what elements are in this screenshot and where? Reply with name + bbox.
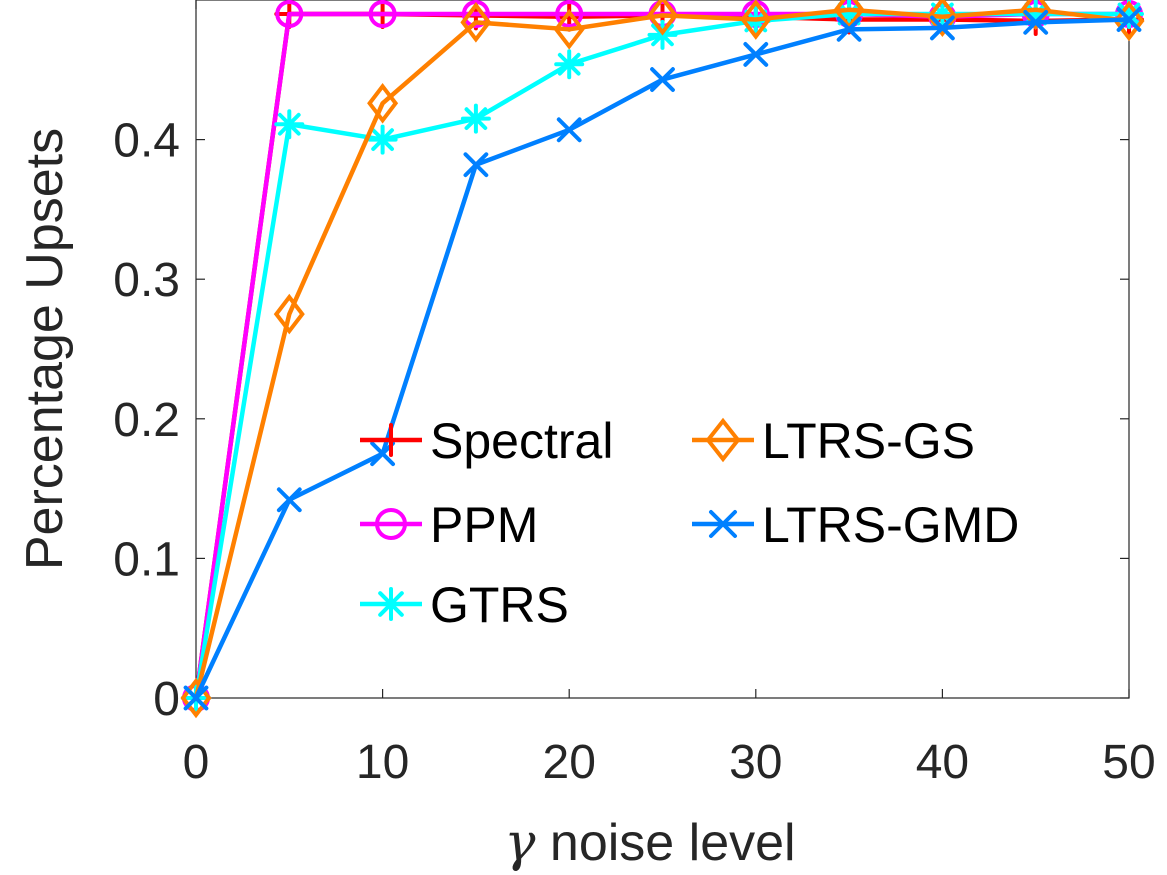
data-point	[273, 293, 305, 335]
data-point	[553, 9, 585, 50]
legend-entry: LTRS-GS	[692, 413, 975, 469]
legend-entry: Spectral	[360, 413, 613, 469]
legend-swatch-marker	[709, 510, 737, 538]
series-line	[193, 17, 1130, 699]
legend-entry: PPM	[360, 497, 538, 553]
data-point	[646, 0, 679, 36]
data-point	[463, 152, 489, 178]
legend-label: GTRS	[430, 577, 569, 633]
y-tick-label: 0	[153, 673, 180, 726]
legend-label: LTRS-GS	[762, 413, 975, 469]
data-point	[1023, 9, 1049, 35]
data-point	[650, 67, 675, 92]
data-point	[460, 103, 491, 134]
data-point	[180, 677, 212, 719]
series-line	[193, 11, 1130, 699]
x-tick-label: 10	[356, 736, 409, 789]
x-tick-label: 50	[1102, 736, 1155, 789]
legend-label: LTRS-GMD	[762, 497, 1019, 553]
series-gtrs	[181, 0, 1144, 713]
series-spectral	[181, 0, 1144, 713]
data-point	[460, 2, 492, 43]
legend-label: PPM	[430, 497, 538, 553]
axes: 0 10 20 30 40 50 0 0.1 0.2 0.3 0.4	[113, 0, 1156, 789]
series-ppm	[182, 0, 1143, 712]
x-axis-label-symbol: γ	[504, 813, 536, 873]
data-point	[367, 83, 399, 124]
legend-entry: GTRS	[360, 577, 569, 633]
y-axis-label: Percentage Upsets	[16, 128, 74, 570]
data-point	[740, 0, 772, 40]
y-tick-label: 0.3	[113, 254, 180, 307]
x-tick-label: 0	[183, 736, 210, 789]
x-tick-label: 40	[916, 736, 969, 789]
series-line	[193, 11, 1129, 699]
legend-entry: LTRS-GMD	[692, 497, 1019, 553]
x-tick-label: 30	[729, 736, 782, 789]
data-point	[368, 0, 397, 28]
y-tick-label: 0.2	[113, 394, 180, 447]
series-line	[193, 11, 1129, 699]
data-point	[1113, 0, 1145, 42]
data-point	[554, 49, 585, 80]
x-axis-label-text: noise level	[535, 814, 795, 872]
data-point	[461, 0, 490, 28]
plot-frame	[195, 0, 1130, 699]
legend-swatch-marker	[705, 417, 741, 463]
series-layer	[180, 0, 1145, 719]
series-ltrs-gs	[180, 0, 1145, 719]
data-point	[276, 487, 302, 513]
data-point	[930, 15, 955, 41]
data-point	[836, 16, 862, 42]
data-point	[1020, 0, 1052, 31]
data-point	[1116, 7, 1142, 32]
legend-swatch-marker	[375, 508, 407, 540]
data-point	[926, 0, 958, 38]
data-point	[274, 109, 305, 140]
y-tick-label: 0.1	[113, 533, 180, 586]
data-point	[367, 124, 398, 155]
series-line	[193, 7, 1130, 699]
legend: Spectral PPM GTRS LTRS-GS LTRS-GMD	[360, 413, 1019, 633]
series-ltrs-gmd	[183, 7, 1142, 711]
data-point	[555, 0, 584, 28]
data-point	[275, 0, 304, 28]
data-point	[556, 117, 582, 143]
legend-swatch-marker	[374, 587, 408, 621]
legend-swatch-marker	[374, 423, 408, 457]
legend-label: Spectral	[430, 413, 613, 469]
x-tick-label: 20	[543, 736, 596, 789]
data-point	[743, 42, 769, 67]
x-axis-label: γ noise level	[504, 813, 795, 873]
y-tick-label: 0.4	[113, 115, 180, 168]
data-point	[183, 685, 209, 711]
